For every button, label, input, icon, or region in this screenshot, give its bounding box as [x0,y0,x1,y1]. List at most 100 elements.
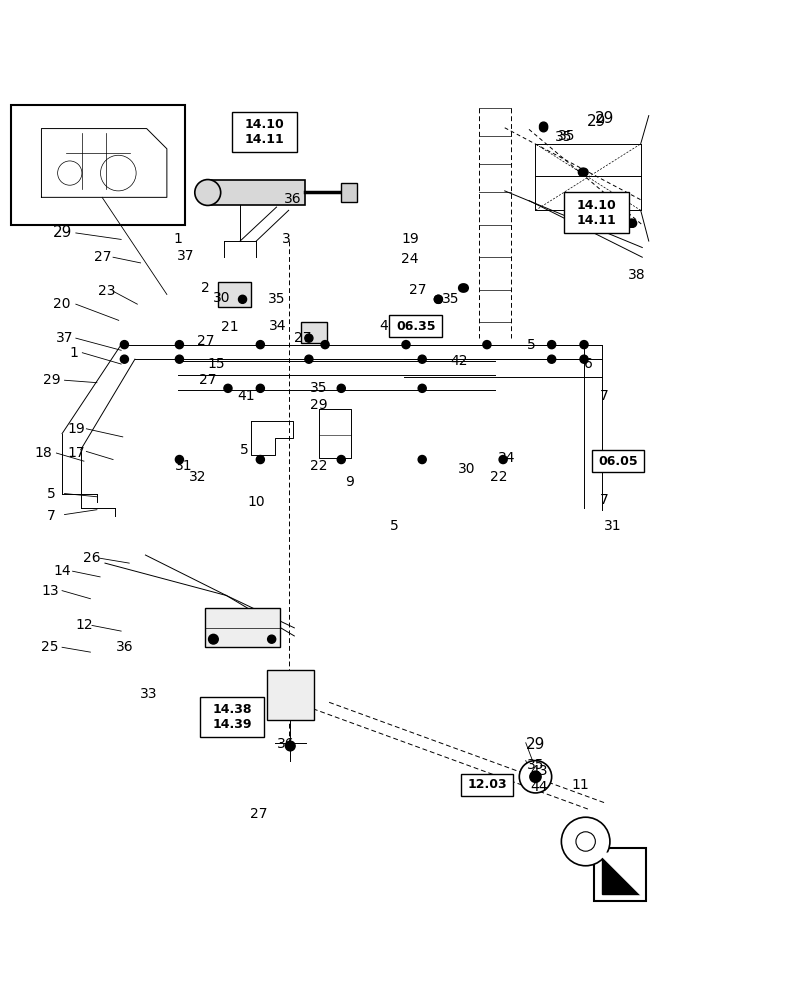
Bar [200,697,264,737]
Text: 26: 26 [83,551,101,565]
Circle shape [539,124,547,132]
Circle shape [547,355,555,363]
Text: 06.05: 06.05 [598,455,637,468]
Bar [218,282,251,307]
Circle shape [519,761,551,793]
Circle shape [499,455,507,464]
Text: 7: 7 [599,389,608,403]
Text: 42: 42 [449,354,467,368]
Bar [208,180,304,205]
Text: 14.10
14.11: 14.10 14.11 [576,199,616,227]
Text: 29: 29 [310,398,327,412]
Text: 24: 24 [401,252,418,266]
Circle shape [256,341,264,349]
Circle shape [256,384,264,392]
Circle shape [120,355,128,363]
Text: 35: 35 [557,129,574,143]
Text: 44: 44 [530,780,547,794]
Text: 43: 43 [530,764,547,778]
Text: 22: 22 [310,459,327,473]
Circle shape [175,455,183,464]
Text: 25: 25 [41,640,58,654]
Circle shape [610,195,618,203]
Circle shape [304,334,312,342]
Text: 1: 1 [173,232,182,246]
Text: 29: 29 [53,225,71,240]
Text: 14.10
14.11: 14.10 14.11 [244,118,284,146]
Text: 29: 29 [586,114,605,129]
Polygon shape [599,853,642,897]
Circle shape [626,219,634,227]
Circle shape [579,355,587,363]
Text: 41: 41 [237,389,255,403]
Circle shape [337,384,345,392]
Text: 20: 20 [54,297,71,311]
Text: 34: 34 [498,451,515,465]
Circle shape [547,341,555,349]
Text: 19: 19 [67,422,84,436]
Bar [232,112,296,152]
Text: 35: 35 [526,758,543,772]
Text: 11: 11 [570,778,588,792]
Circle shape [579,341,587,349]
Text: 35: 35 [555,130,572,144]
Bar [460,774,513,796]
Circle shape [577,168,586,176]
Text: 29: 29 [594,111,613,126]
Circle shape [195,180,221,205]
Circle shape [434,295,442,303]
Circle shape [120,341,128,349]
Text: 4: 4 [379,319,387,333]
Text: 27: 27 [294,331,311,345]
Text: 12: 12 [75,618,92,632]
Circle shape [560,817,609,866]
Circle shape [608,195,616,203]
Text: 3: 3 [281,232,290,246]
Text: 34: 34 [269,319,286,333]
Text: 36: 36 [277,737,294,751]
Circle shape [529,771,540,782]
Bar [341,183,357,202]
Text: 27: 27 [409,283,427,297]
Circle shape [628,219,636,227]
Text: 29: 29 [526,737,544,752]
Text: 18: 18 [35,446,52,460]
Circle shape [539,122,547,130]
Bar [205,608,280,647]
Bar [389,315,441,337]
Text: 14: 14 [54,564,71,578]
Circle shape [434,295,442,303]
Circle shape [268,635,276,643]
Text: 27: 27 [199,373,217,387]
Text: 37: 37 [177,249,195,263]
Text: 1: 1 [70,346,79,360]
Bar [593,848,646,901]
Text: 8: 8 [613,454,622,468]
Circle shape [175,341,183,349]
Text: 5: 5 [239,443,248,457]
Circle shape [337,455,345,464]
Circle shape [483,341,491,349]
Text: 15: 15 [207,357,225,371]
Text: 27: 27 [196,334,214,348]
Bar [267,670,313,720]
Circle shape [418,355,426,363]
Text: 35: 35 [268,292,285,306]
Text: 5: 5 [526,338,535,352]
Text: 30: 30 [212,291,230,305]
Bar [563,192,628,233]
Text: 2: 2 [200,281,209,295]
Text: 10: 10 [247,495,264,509]
Circle shape [175,355,183,363]
Text: 27: 27 [250,807,267,821]
Circle shape [285,741,294,751]
Circle shape [208,634,218,644]
Text: 31: 31 [603,519,620,533]
Circle shape [460,284,468,292]
Bar [300,322,326,343]
Text: 13: 13 [41,584,58,598]
Circle shape [579,168,587,176]
Text: 21: 21 [221,320,238,334]
Text: 9: 9 [345,475,354,489]
Text: 38: 38 [627,268,645,282]
